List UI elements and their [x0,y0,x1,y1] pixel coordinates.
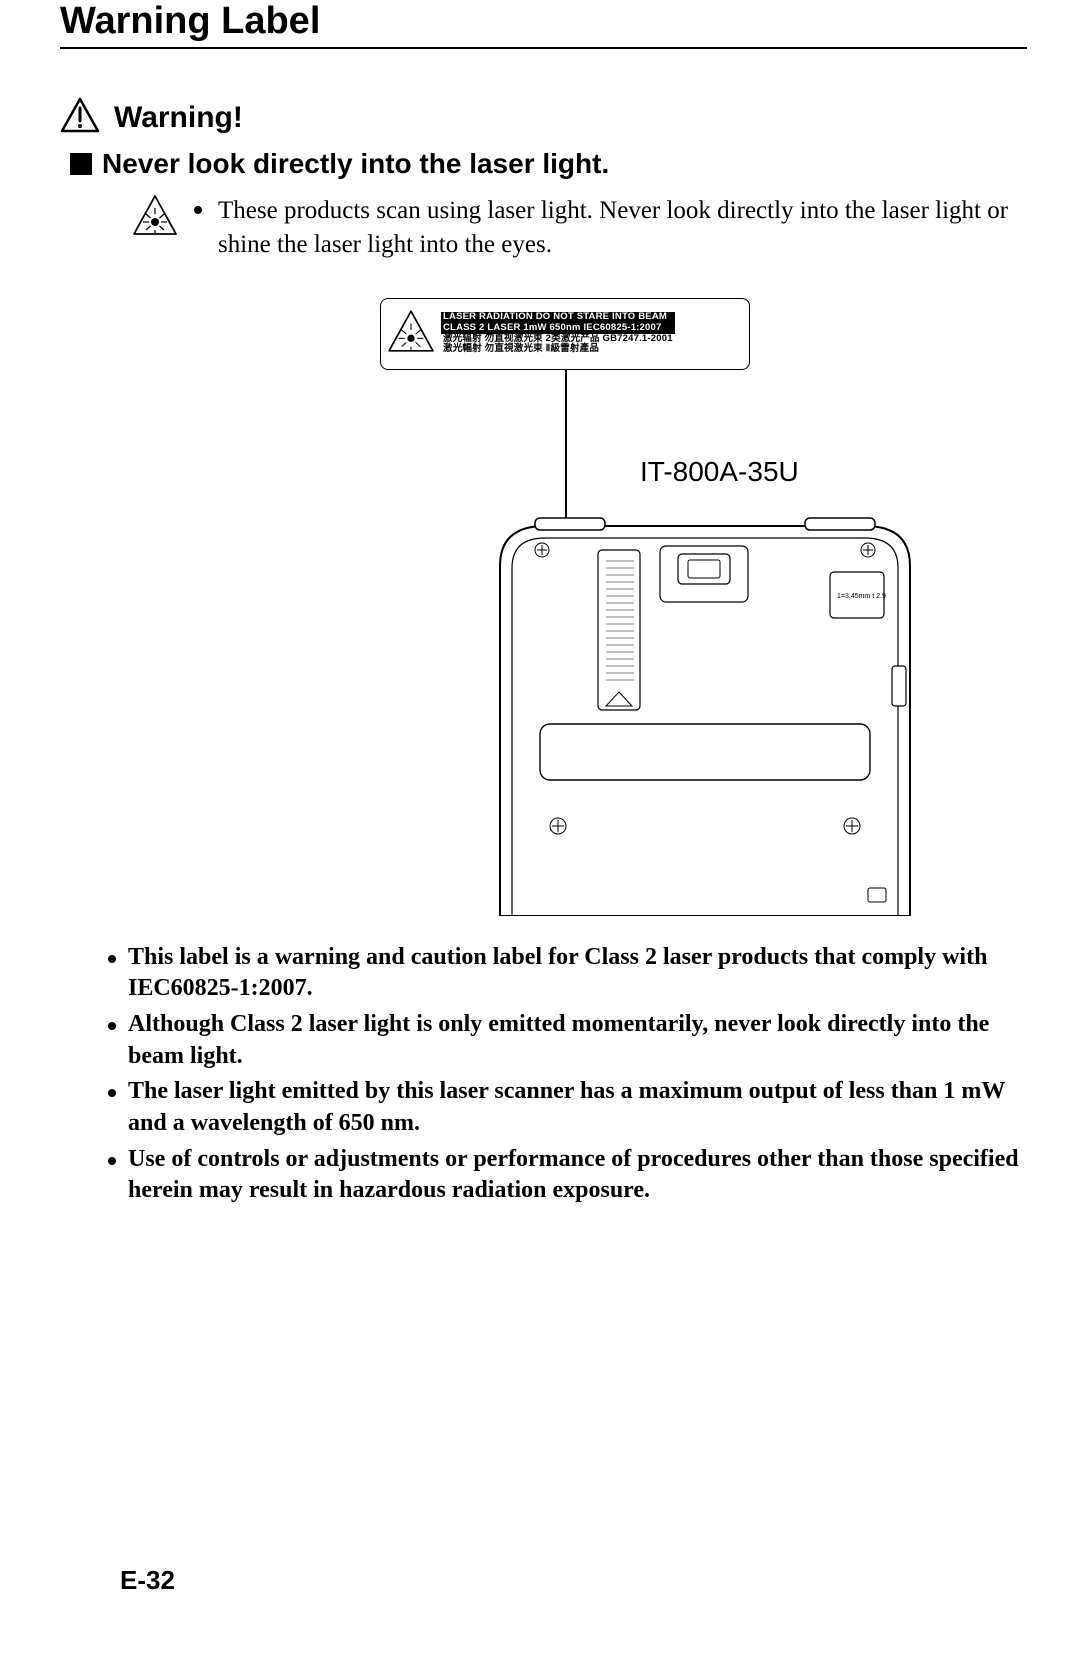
subheading-row: Never look directly into the laser light… [70,148,1027,180]
device-small-text: 1=3.45mm t 2.9 [837,593,886,600]
diagram-area: LASER RADIATION DO NOT STARE INTO BEAM C… [60,298,1027,918]
page-title: Warning Label [60,0,1027,49]
warning-triangle-icon [60,97,100,138]
square-bullet-icon [70,153,92,175]
warning-heading: Warning! [60,97,1027,138]
model-number: IT-800A-35U [640,456,799,488]
list-item: This label is a warning and caution labe… [108,942,1027,1005]
list-item: Use of controls or adjustments or perfor… [108,1144,1027,1207]
label-line-4: 激光輻射 勿直視激光束 Ⅱ級雷射產品 [441,344,675,355]
list-item-text: This label is a warning and caution labe… [128,942,1027,1005]
list-item: The laser light emitted by this laser sc… [108,1076,1027,1139]
laser-burst-icon [387,309,435,358]
page-number: E-32 [120,1565,175,1596]
subheading-text: Never look directly into the laser light… [102,148,609,180]
list-item-text: Use of controls or adjustments or perfor… [128,1144,1027,1207]
bottom-bullet-list: This label is a warning and caution labe… [108,942,1027,1207]
label-line-1: LASER RADIATION DO NOT STARE INTO BEAM [441,312,675,323]
device-illustration: 1=3.45mm t 2.9 [490,506,920,916]
list-item-text: The laser light emitted by this laser sc… [128,1076,1027,1139]
list-item: Although Class 2 laser light is only emi… [108,1009,1027,1072]
bullet-icon [108,1157,116,1165]
bullet-icon [194,206,202,214]
bullet-icon [108,1022,116,1030]
warning-heading-text: Warning! [114,101,243,135]
laser-burst-icon [132,194,178,241]
list-item-text: Although Class 2 laser light is only emi… [128,1009,1027,1072]
bullet-icon [108,955,116,963]
laser-warning-row: These products scan using laser light. N… [132,194,1027,262]
label-text-group: LASER RADIATION DO NOT STARE INTO BEAM C… [441,312,675,356]
bullet-icon [108,1089,116,1097]
laser-paragraph: These products scan using laser light. N… [218,194,1027,262]
warning-label-box: LASER RADIATION DO NOT STARE INTO BEAM C… [380,298,750,370]
label-line-2: CLASS 2 LASER 1mW 650nm IEC60825-1:2007 [441,323,675,334]
